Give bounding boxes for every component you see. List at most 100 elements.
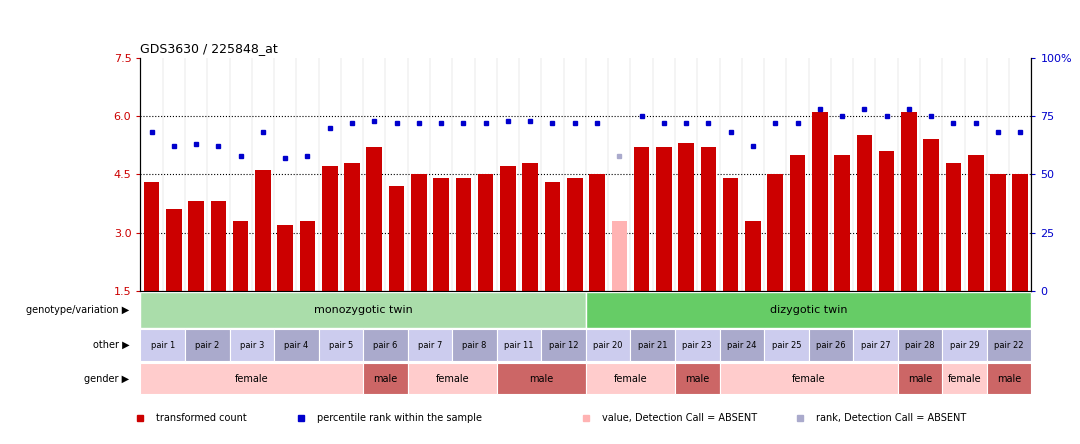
Text: male: male	[997, 373, 1022, 384]
Text: pair 24: pair 24	[727, 341, 757, 350]
Bar	[990, 174, 1005, 291]
Bar	[768, 174, 783, 291]
Bar	[946, 163, 961, 291]
Bar	[188, 202, 204, 291]
Text: pair 11: pair 11	[504, 341, 534, 350]
Bar	[567, 178, 582, 291]
Text: female: female	[948, 373, 982, 384]
Text: pair 8: pair 8	[462, 341, 487, 350]
Text: pair 6: pair 6	[374, 341, 397, 350]
Bar	[541, 329, 585, 361]
Text: pair 12: pair 12	[549, 341, 579, 350]
Bar	[765, 329, 809, 361]
Bar	[211, 202, 226, 291]
Text: pair 5: pair 5	[328, 341, 353, 350]
Text: pair 23: pair 23	[683, 341, 712, 350]
Bar	[942, 329, 987, 361]
Bar	[233, 221, 248, 291]
Text: dizygotic twin: dizygotic twin	[770, 305, 848, 315]
Text: pair 2: pair 2	[195, 341, 219, 350]
Bar	[411, 174, 427, 291]
Text: male: male	[374, 373, 397, 384]
Text: other ▶: other ▶	[93, 340, 130, 350]
Bar	[585, 362, 675, 395]
Bar	[407, 329, 453, 361]
Bar	[987, 362, 1031, 395]
Bar	[809, 329, 853, 361]
Text: pair 3: pair 3	[240, 341, 264, 350]
Text: monozygotic twin: monozygotic twin	[314, 305, 413, 315]
Bar	[723, 178, 739, 291]
Text: pair 7: pair 7	[418, 341, 442, 350]
Bar	[500, 166, 516, 291]
Bar	[675, 362, 719, 395]
Text: GDS3630 / 225848_at: GDS3630 / 225848_at	[140, 42, 279, 55]
Text: male: male	[908, 373, 932, 384]
Bar	[322, 166, 338, 291]
Bar	[299, 221, 315, 291]
Bar	[897, 329, 942, 361]
Bar	[497, 362, 585, 395]
Text: pair 28: pair 28	[905, 341, 935, 350]
Text: female: female	[792, 373, 825, 384]
Bar	[456, 178, 471, 291]
Bar	[789, 155, 806, 291]
Bar	[453, 329, 497, 361]
Text: genotype/variation ▶: genotype/variation ▶	[26, 305, 130, 315]
Bar	[631, 329, 675, 361]
Bar	[968, 155, 984, 291]
Bar	[255, 170, 271, 291]
Bar	[719, 362, 897, 395]
Bar	[701, 147, 716, 291]
Text: pair 25: pair 25	[771, 341, 801, 350]
Bar	[812, 112, 827, 291]
Bar	[923, 139, 939, 291]
Text: gender ▶: gender ▶	[84, 373, 130, 384]
Bar	[345, 163, 360, 291]
Bar	[544, 182, 561, 291]
Text: pair 4: pair 4	[284, 341, 309, 350]
Bar	[185, 329, 229, 361]
Bar	[987, 329, 1031, 361]
Bar	[897, 362, 942, 395]
Bar	[140, 362, 363, 395]
Bar	[140, 329, 185, 361]
Bar	[497, 329, 541, 361]
Bar	[278, 225, 293, 291]
Bar	[834, 155, 850, 291]
Text: transformed count: transformed count	[157, 413, 247, 423]
Bar	[477, 174, 494, 291]
Bar	[942, 362, 987, 395]
Text: female: female	[435, 373, 469, 384]
Text: percentile rank within the sample: percentile rank within the sample	[316, 413, 482, 423]
Bar	[853, 329, 897, 361]
Bar	[719, 329, 764, 361]
Text: pair 21: pair 21	[638, 341, 667, 350]
Text: pair 20: pair 20	[593, 341, 623, 350]
Bar	[634, 147, 649, 291]
Bar	[901, 112, 917, 291]
Text: female: female	[613, 373, 647, 384]
Bar	[585, 329, 631, 361]
Bar	[675, 329, 719, 361]
Bar	[363, 362, 408, 395]
Bar	[745, 221, 760, 291]
Bar	[1012, 174, 1028, 291]
Text: value, Detection Call = ABSENT: value, Detection Call = ABSENT	[602, 413, 757, 423]
Text: rank, Detection Call = ABSENT: rank, Detection Call = ABSENT	[815, 413, 966, 423]
Bar	[433, 178, 449, 291]
Bar	[274, 329, 319, 361]
Text: pair 26: pair 26	[816, 341, 846, 350]
Bar	[678, 143, 694, 291]
Bar	[166, 209, 181, 291]
Bar	[363, 329, 408, 361]
Bar	[879, 151, 894, 291]
Text: pair 27: pair 27	[861, 341, 890, 350]
Bar	[140, 292, 585, 328]
Bar	[585, 292, 1031, 328]
Bar	[656, 147, 672, 291]
Bar	[590, 174, 605, 291]
Bar	[366, 147, 382, 291]
Text: male: male	[529, 373, 553, 384]
Bar	[407, 362, 497, 395]
